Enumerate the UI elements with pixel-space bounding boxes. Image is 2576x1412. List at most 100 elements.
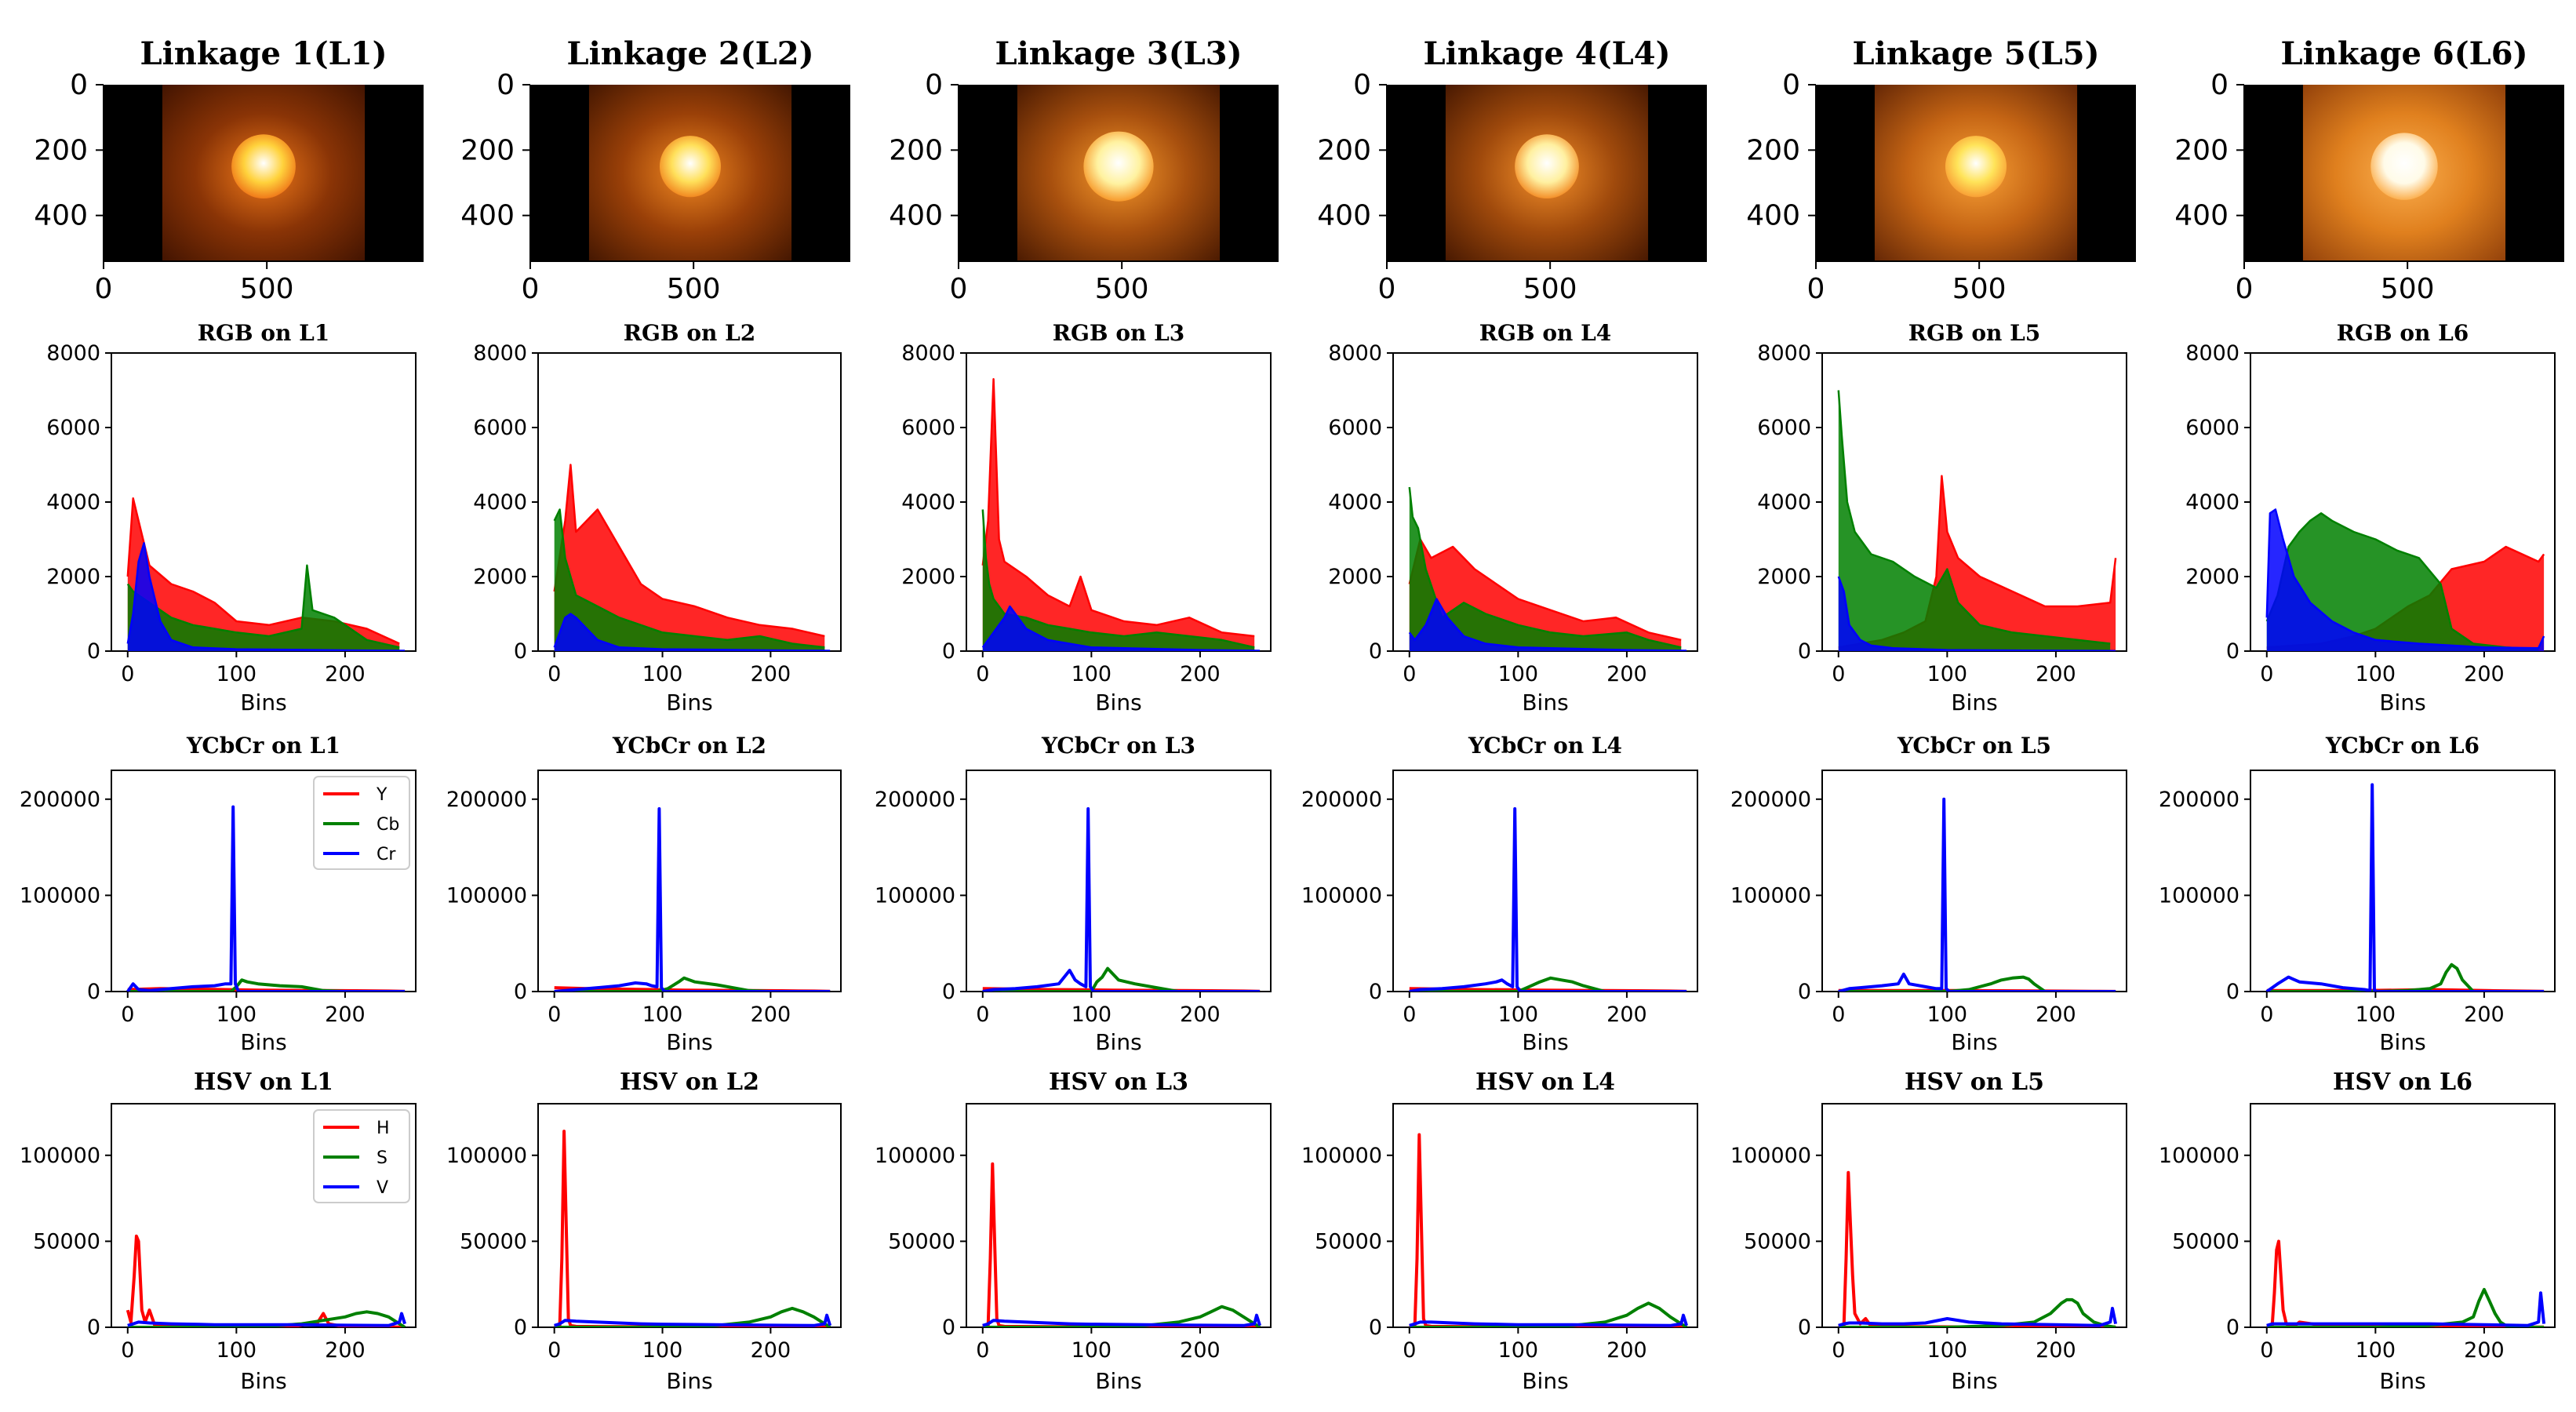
column-title: Linkage 3(L3) bbox=[995, 35, 1242, 72]
x-axis-label: Bins bbox=[240, 1368, 286, 1394]
series-line-g bbox=[2265, 512, 2539, 650]
series-group bbox=[2265, 783, 2545, 992]
x-tick-label: 500 bbox=[1952, 273, 2007, 305]
rgb-panel-l2: 0 2000 4000 6000 8000 0 100 200 Bins RGB on L2 bbox=[473, 320, 842, 715]
legend-label: S bbox=[377, 1148, 387, 1168]
x-tick-label: 100 bbox=[1498, 1338, 1539, 1363]
x-axis-label: Bins bbox=[1951, 1029, 1997, 1055]
hsv-panel-l1: 0 50000 100000 0 100 200 Bins HSV on L1 HSV bbox=[20, 1068, 417, 1394]
x-tick-label: 0 bbox=[548, 1338, 561, 1363]
x-tick-label: 200 bbox=[325, 1338, 366, 1363]
plot-title: RGB on L4 bbox=[1479, 320, 1612, 346]
x-axis-label: Bins bbox=[1951, 690, 1997, 715]
y-tick-label: 100000 bbox=[1301, 883, 1382, 908]
series-line-v bbox=[127, 1312, 407, 1327]
plot-title: YCbCr on L2 bbox=[612, 733, 766, 759]
y-tick-label: 200 bbox=[1317, 134, 1371, 166]
series-line-v bbox=[1838, 1306, 2118, 1327]
plot-frame bbox=[966, 770, 1272, 992]
series-line-cr bbox=[1838, 797, 2116, 992]
x-tick-label: 0 bbox=[2260, 1003, 2273, 1027]
series-line-r bbox=[1408, 538, 1682, 642]
x-axis-label: Bins bbox=[1095, 1368, 1141, 1394]
ycbcr-panel-l6: 0 100000 200000 0 100 200 Bins YCbCr on L6 bbox=[2159, 733, 2556, 1055]
plot-title: YCbCr on L1 bbox=[186, 733, 340, 759]
x-tick-label: 200 bbox=[2036, 1003, 2076, 1027]
hsv-panel-l5: 0 50000 100000 0 100 200 Bins HSV on L5 bbox=[1730, 1068, 2127, 1394]
x-axis-label: Bins bbox=[1522, 1368, 1568, 1394]
y-tick-label: 0 bbox=[87, 980, 100, 1004]
ycbcr-panel-l5: 0 100000 200000 0 100 200 Bins YCbCr on L5 bbox=[1730, 733, 2127, 1055]
series-line-h bbox=[982, 1162, 1261, 1327]
plot-title: HSV on L4 bbox=[1475, 1068, 1615, 1096]
x-tick-label: 200 bbox=[751, 1338, 791, 1363]
legend-label: H bbox=[377, 1119, 390, 1138]
x-tick-label: 100 bbox=[1072, 1003, 1112, 1027]
column-title: Linkage 1(L1) bbox=[140, 35, 387, 72]
series-area-g bbox=[2266, 513, 2539, 651]
plot-title: HSV on L1 bbox=[194, 1068, 333, 1096]
series-group bbox=[126, 497, 406, 651]
series-area-b bbox=[2266, 509, 2545, 651]
x-axis-label: Bins bbox=[666, 690, 712, 715]
x-tick-label: 0 bbox=[976, 1338, 989, 1363]
rgb-panel-l5: 0 2000 4000 6000 8000 0 100 200 Bins RGB on L5 bbox=[1757, 320, 2127, 715]
x-tick-label: 100 bbox=[642, 662, 683, 686]
plot-frame bbox=[1392, 770, 1698, 992]
y-tick-label: 400 bbox=[2174, 200, 2229, 232]
series-line-cb bbox=[1409, 976, 1687, 992]
y-tick-label: 400 bbox=[889, 200, 943, 232]
series-line-b bbox=[1408, 598, 1687, 651]
y-tick-label: 0 bbox=[2226, 980, 2239, 1004]
x-tick-label: 500 bbox=[2381, 273, 2435, 305]
y-tick-label: 100000 bbox=[875, 1144, 955, 1168]
series-group bbox=[981, 378, 1261, 651]
y-tick-label: 6000 bbox=[901, 416, 955, 440]
x-tick-label: 100 bbox=[1927, 662, 1968, 686]
ycbcr-panel-l3: 0 100000 200000 0 100 200 Bins YCbCr on L3 bbox=[875, 733, 1272, 1055]
y-tick-label: 50000 bbox=[1744, 1229, 1811, 1254]
x-axis-label: Bins bbox=[240, 1029, 286, 1055]
series-area-b bbox=[127, 543, 406, 651]
hsv-panel-l3: 0 50000 100000 0 100 200 Bins HSV on L3 bbox=[875, 1068, 1272, 1394]
y-tick-label: 0 bbox=[1782, 69, 1800, 101]
y-tick-label: 100000 bbox=[1301, 1144, 1382, 1168]
series-line-h bbox=[1409, 1133, 1687, 1327]
y-tick-label: 0 bbox=[70, 69, 88, 101]
y-tick-label: 0 bbox=[925, 69, 943, 101]
x-tick-label: 100 bbox=[216, 1003, 257, 1027]
x-tick-label: 100 bbox=[216, 662, 257, 686]
y-tick-label: 0 bbox=[2226, 1316, 2239, 1340]
y-tick-label: 0 bbox=[1369, 639, 1382, 664]
legend-box bbox=[313, 1109, 410, 1203]
y-tick-label: 0 bbox=[942, 980, 955, 1004]
series-area-b bbox=[554, 613, 831, 651]
fiber-core bbox=[1945, 136, 2007, 198]
series-area-r bbox=[554, 464, 825, 651]
plot-title: YCbCr on L4 bbox=[1468, 733, 1622, 759]
series-group bbox=[1838, 1170, 2118, 1327]
y-tick-label: 8000 bbox=[473, 341, 527, 366]
series-line-cb bbox=[982, 966, 1261, 992]
y-tick-label: 100000 bbox=[446, 883, 527, 908]
series-line-v bbox=[554, 1313, 832, 1327]
y-tick-label: 400 bbox=[1317, 200, 1371, 232]
y-tick-label: 100000 bbox=[2159, 883, 2239, 908]
fiber-core bbox=[2370, 133, 2438, 200]
image-panel-l3: 0 200 400 0 500 Linkage 3(L3) bbox=[889, 35, 1279, 305]
series-line-h bbox=[554, 1130, 831, 1327]
x-tick-label: 200 bbox=[325, 662, 366, 686]
x-tick-label: 200 bbox=[2464, 662, 2505, 686]
y-tick-label: 200 bbox=[889, 134, 943, 166]
x-tick-label: 0 bbox=[1832, 1338, 1845, 1363]
y-tick-label: 0 bbox=[942, 1316, 955, 1340]
y-tick-label: 4000 bbox=[901, 490, 955, 515]
y-tick-label: 200 bbox=[1746, 134, 1800, 166]
x-tick-label: 200 bbox=[1606, 662, 1647, 686]
plot-title: RGB on L1 bbox=[198, 320, 330, 346]
series-area-g bbox=[1838, 390, 2111, 651]
series-line-v bbox=[1409, 1313, 1689, 1327]
series-line-b bbox=[2265, 508, 2545, 650]
y-tick-label: 0 bbox=[942, 639, 955, 664]
plot-frame bbox=[966, 1103, 1272, 1328]
